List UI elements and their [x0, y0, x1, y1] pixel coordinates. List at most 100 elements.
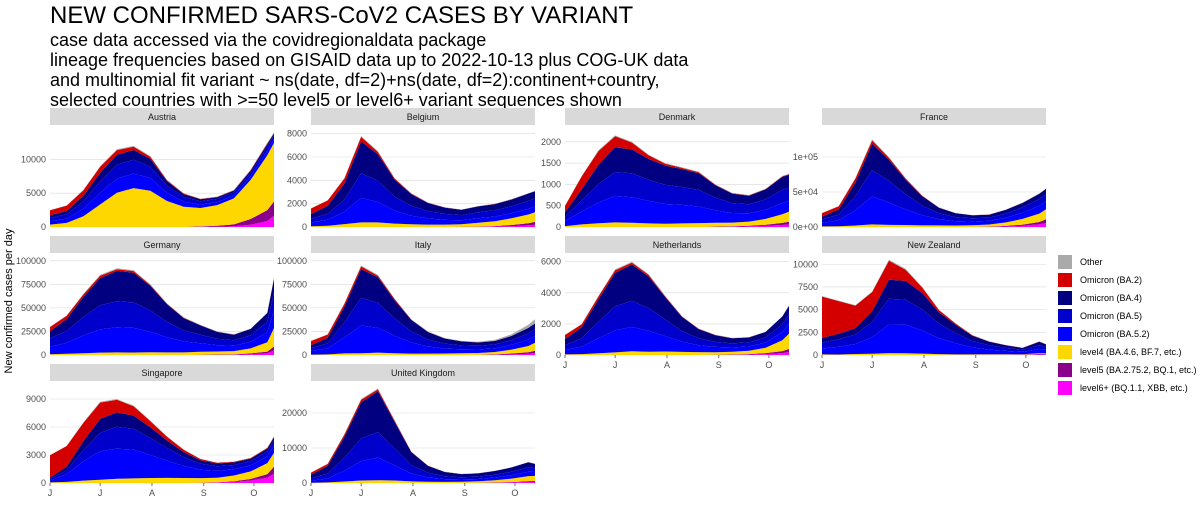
legend-label: Omicron (BA.5.2) — [1080, 329, 1150, 339]
area-omicron-ba-5-2- — [822, 196, 1046, 227]
y-tick-label: 25000 — [282, 326, 307, 336]
x-tick-label: J — [309, 488, 314, 498]
x-tick-label: J — [98, 488, 103, 498]
x-tick-label: A — [921, 360, 927, 370]
legend-item-level4-ba-4-6-bf-7-etc-: level4 (BA.4.6, BF.7, etc.) — [1058, 343, 1197, 361]
area-level4-ba-4-6-bf-7-etc- — [50, 142, 274, 227]
panel-title: France — [920, 112, 948, 122]
area-omicron-ba-5-2- — [822, 324, 1046, 355]
chart-subtitle-2: lineage frequencies based on GISAID data… — [50, 50, 689, 70]
y-tick-label: 100000 — [277, 256, 307, 266]
y-tick-label: 0 — [41, 350, 46, 360]
x-tick-label: A — [149, 488, 155, 498]
area-omicron-ba-5- — [50, 426, 274, 481]
y-tick-label: 6000 — [287, 152, 307, 162]
x-tick-label: O — [765, 360, 772, 370]
chart-subtitle-4: selected countries with >=50 level5 or l… — [50, 90, 622, 110]
y-tick-label: 1500 — [541, 158, 561, 168]
panel-france: France 0e+00 5e+04 1e+05 — [793, 108, 1046, 232]
legend-swatch — [1058, 327, 1072, 341]
area-omicron-ba-5-2- — [565, 323, 789, 355]
area-level6-bq-1-1-xbb-etc- — [50, 350, 274, 355]
area-omicron-ba-5-2- — [311, 197, 535, 227]
legend-item-omicron-ba-5-2-: Omicron (BA.5.2) — [1058, 325, 1197, 343]
chart-title: NEW CONFIRMED SARS-CoV2 CASES BY VARIANT — [50, 2, 634, 29]
area-level6-bq-1-1-xbb-etc- — [50, 473, 274, 483]
y-tick-label: 50000 — [282, 303, 307, 313]
area-other — [311, 265, 535, 343]
area-omicron-ba-5- — [311, 297, 535, 351]
legend-label: Omicron (BA.2) — [1080, 275, 1143, 285]
y-tick-label: 2000 — [541, 319, 561, 329]
y-tick-label: 2000 — [541, 137, 561, 147]
area-level4-ba-4-6-bf-7-etc- — [311, 475, 535, 483]
panel-strip — [50, 236, 274, 253]
chart-header: NEW CONFIRMED SARS-CoV2 CASES BY VARIANT… — [50, 2, 688, 110]
y-tick-label: 2500 — [798, 327, 818, 337]
panel-title: Netherlands — [653, 240, 702, 250]
panel-title: Denmark — [659, 112, 696, 122]
legend-item-omicron-ba-2-: Omicron (BA.2) — [1058, 271, 1197, 289]
area-omicron-ba-2- — [822, 260, 1046, 348]
area-level6-bq-1-1-xbb-etc- — [311, 481, 535, 483]
x-tick-label: O — [250, 488, 257, 498]
panel-strip — [311, 236, 535, 253]
area-omicron-ba-4- — [311, 391, 535, 479]
area-omicron-ba-5-2- — [565, 195, 789, 227]
panel-strip — [311, 108, 535, 125]
panel-strip — [822, 108, 1046, 125]
y-tick-label: 20000 — [282, 408, 307, 418]
y-tick-label: 0 — [556, 222, 561, 232]
panel-denmark: Denmark 0 500 1000 1500 2000 — [541, 108, 789, 232]
x-tick-label: J — [613, 360, 618, 370]
x-tick-label: S — [201, 488, 207, 498]
y-tick-label: 50000 — [21, 303, 46, 313]
area-level6-bq-1-1-xbb-etc- — [822, 223, 1046, 227]
area-level5-ba-2-75-2-bq-1-etc- — [50, 201, 274, 227]
legend-label: level6+ (BQ.1.1, XBB, etc.) — [1080, 383, 1188, 393]
x-tick-label: J — [870, 360, 875, 370]
legend-swatch — [1058, 273, 1072, 287]
panel-netherlands: Netherlands 0 2000 4000 6000 J J A S O — [541, 236, 789, 370]
y-tick-label: 6000 — [541, 257, 561, 267]
y-tick-label: 75000 — [21, 279, 46, 289]
area-level4-ba-4-6-bf-7-etc- — [311, 212, 535, 227]
area-omicron-ba-4- — [311, 141, 535, 219]
legend-swatch — [1058, 255, 1072, 269]
chart-subtitle-3: and multinomial fit variant ~ ns(date, d… — [50, 70, 660, 90]
area-omicron-ba-5-2- — [311, 325, 535, 355]
panel-italy: Italy 0 25000 50000 75000 100000 — [277, 236, 535, 360]
area-omicron-ba-5- — [50, 135, 274, 222]
x-tick-label: O — [1022, 360, 1029, 370]
y-tick-label: 1000 — [541, 179, 561, 189]
area-omicron-ba-4- — [565, 264, 789, 346]
panel-united-kingdom: United Kingdom 0 10000 20000 J J A S O — [282, 364, 535, 498]
panel-austria: Austria 0 5000 10000 — [21, 108, 274, 232]
area-omicron-ba-5-2- — [50, 139, 274, 225]
panel-strip — [50, 364, 274, 381]
panel-title: Belgium — [407, 112, 440, 122]
panel-germany: Germany 0 25000 50000 75000 100000 — [16, 236, 274, 360]
area-omicron-ba-5-2- — [50, 445, 274, 483]
legend-label: Omicron (BA.4) — [1080, 293, 1143, 303]
y-tick-label: 8000 — [287, 129, 307, 139]
area-level6-bq-1-1-xbb-etc- — [565, 224, 789, 227]
x-tick-label: S — [973, 360, 979, 370]
area-level6-bq-1-1-xbb-etc- — [311, 224, 535, 227]
y-tick-label: 3000 — [26, 450, 46, 460]
x-tick-label: J — [48, 488, 53, 498]
legend-label: Omicron (BA.5) — [1080, 311, 1143, 321]
area-omicron-ba-5-2- — [311, 457, 535, 483]
y-tick-label: 25000 — [21, 326, 46, 336]
area-level6-bq-1-1-xbb-etc- — [311, 352, 535, 355]
y-tick-label: 0 — [41, 222, 46, 232]
y-tick-label: 2000 — [287, 199, 307, 209]
y-tick-label: 0 — [302, 222, 307, 232]
legend-label: level4 (BA.4.6, BF.7, etc.) — [1080, 347, 1182, 357]
y-tick-label: 5e+04 — [793, 187, 818, 197]
y-tick-label: 5000 — [798, 305, 818, 315]
panel-new-zealand: New Zealand 0 2500 5000 7500 10000 J J A S O — [793, 236, 1046, 370]
x-tick-label: S — [462, 488, 468, 498]
panel-title: Austria — [148, 112, 176, 122]
x-tick-label: O — [511, 488, 518, 498]
